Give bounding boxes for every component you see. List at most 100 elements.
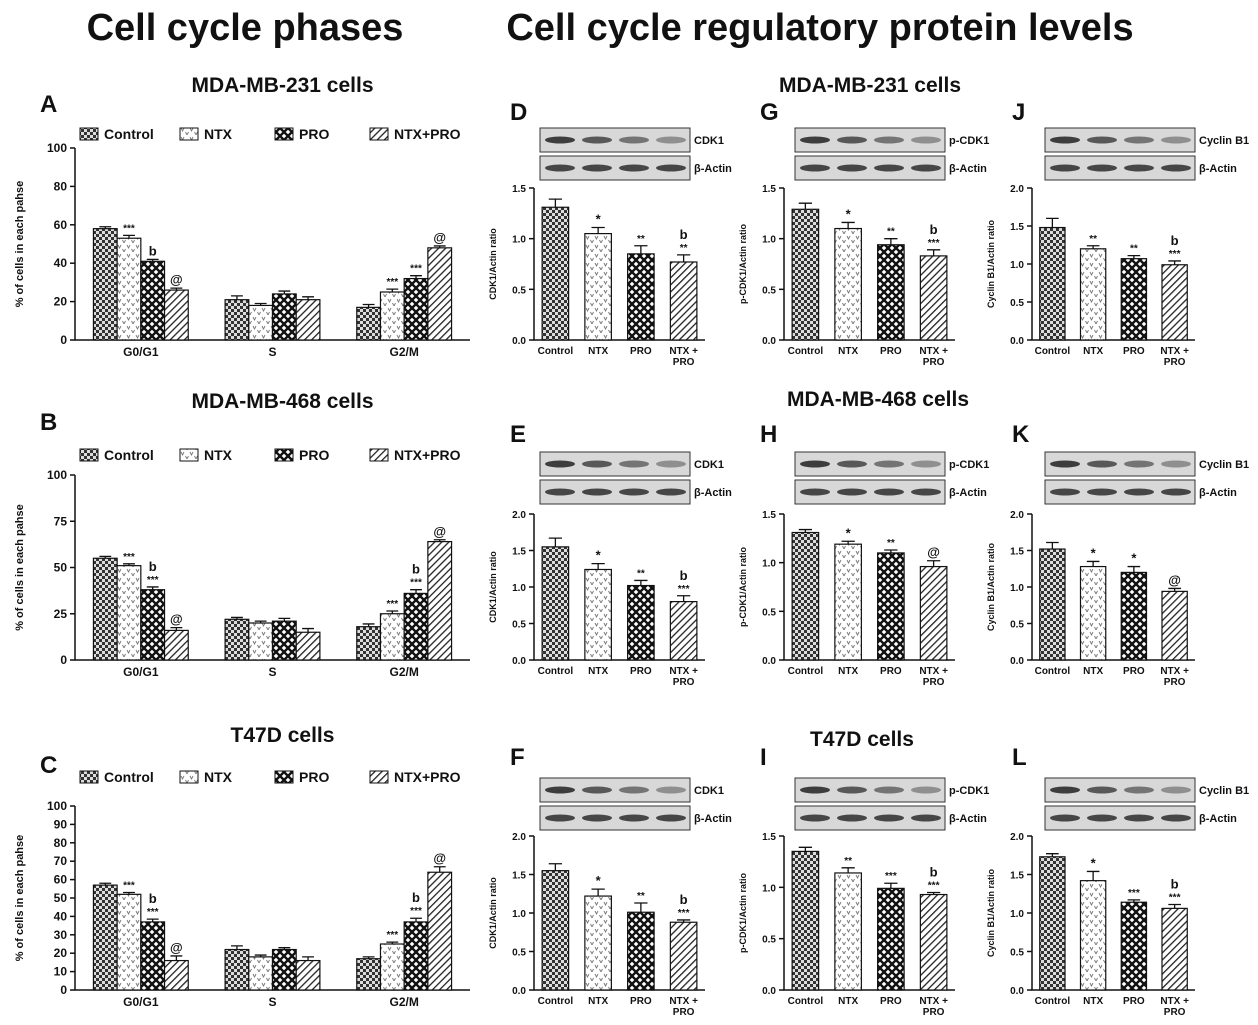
y-tick-label: 1.5 [1010,547,1024,558]
bar [248,622,274,661]
legend-label: Control [104,447,154,463]
bar [1120,571,1148,661]
error-bar [386,941,399,944]
bar [669,921,698,991]
bar [271,620,297,661]
error-bar [1046,853,1059,857]
bar [403,921,429,991]
legend-label: PRO [299,447,329,463]
blot-band [1050,814,1080,822]
bar [834,872,862,991]
error-bar [926,560,941,567]
significance-label: * [1091,545,1097,560]
y-tick-label: 1.0 [1010,583,1024,594]
significance-label: @ [433,851,446,866]
x-tick-label: PRO [630,996,652,1007]
y-tick-label: 0.5 [762,935,776,946]
significance-label: b [412,562,420,577]
error-bar [591,226,605,234]
y-tick-label: 80 [54,179,68,193]
blot-band [656,814,686,822]
y-tick-label: 90 [54,817,68,831]
legend-swatch [179,127,199,141]
error-bar [884,549,898,553]
bar [584,895,612,991]
y-tick-label: 1.0 [762,559,776,570]
significance-label: ** [887,227,895,238]
row-title: T47D cells [810,728,914,751]
blot-label: CDK1 [694,785,724,797]
y-tick-label: 50 [54,891,68,905]
bar [140,589,166,661]
blot-band [545,488,575,496]
bar [791,850,820,991]
y-tick-label: 75 [54,514,68,528]
error-bar [99,226,112,229]
blot-band [545,786,575,794]
blot-band [911,164,941,172]
panel-title: T47D cells [231,724,335,747]
significance-label: ** [637,568,645,579]
panel-letter: K [1012,421,1030,448]
y-tick-label: 2.0 [1010,184,1024,195]
x-tick-label: NTX [1083,996,1103,1007]
blot-band [911,488,941,496]
blot-band [874,164,904,172]
significance-label: * [846,525,852,540]
y-axis-label: Cyclin B1/Actin ratio [986,868,996,957]
x-tick-label: NTX + PRO [919,666,948,688]
error-bar [410,275,422,279]
y-tick-label: 1.5 [512,871,526,882]
blot-band [1050,460,1080,468]
significance-label: ** [1089,234,1097,245]
bar [224,948,250,991]
blot-band [1124,460,1154,468]
bar [627,911,655,991]
panel-letter: F [510,744,525,771]
x-tick-label: G2/M [389,995,418,1009]
x-tick-label: NTX [838,346,858,357]
blot-band [619,460,649,468]
panel-letter: J [1012,99,1025,126]
blot-label: Cyclin B1 [1199,785,1249,797]
error-bar [170,955,183,961]
error-bar [433,866,446,873]
x-tick-label: Control [1035,346,1071,357]
error-bar [302,956,314,961]
significance-label: *** [885,871,897,882]
panel-letter: E [510,421,526,448]
significance-label: b [680,227,688,242]
blot-band [800,786,830,794]
y-tick-label: 100 [47,799,67,813]
blot-band [874,460,904,468]
legend-label: NTX [204,126,233,142]
bar [116,565,142,661]
error-bar [278,290,291,294]
blot-band [582,460,612,468]
bar [116,237,142,341]
blot-band [1124,136,1154,144]
significance-label: ** [844,856,852,867]
blot-band [1161,488,1191,496]
y-tick-label: 1.5 [512,547,526,558]
bar [1039,548,1066,661]
bar [224,618,250,661]
x-tick-label: G0/G1 [123,995,159,1009]
y-tick-label: 0.5 [1010,620,1024,631]
x-tick-label: Control [1035,666,1071,677]
significance-label: *** [147,907,159,918]
x-tick-label: NTX [588,346,608,357]
error-bar [254,620,267,623]
blot-band [837,814,867,822]
y-axis-label: Cyclin B1/Actin ratio [986,542,996,631]
x-tick-label: NTX + PRO [1160,996,1189,1018]
x-tick-label: PRO [1123,666,1145,677]
significance-label: @ [433,524,446,539]
y-tick-label: 10 [54,965,68,979]
error-bar [1086,560,1100,567]
y-tick-label: 1.5 [1010,222,1024,233]
significance-label: b [412,890,420,905]
significance-label: b [149,559,157,574]
y-tick-label: 60 [54,873,68,887]
error-bar [841,540,855,545]
